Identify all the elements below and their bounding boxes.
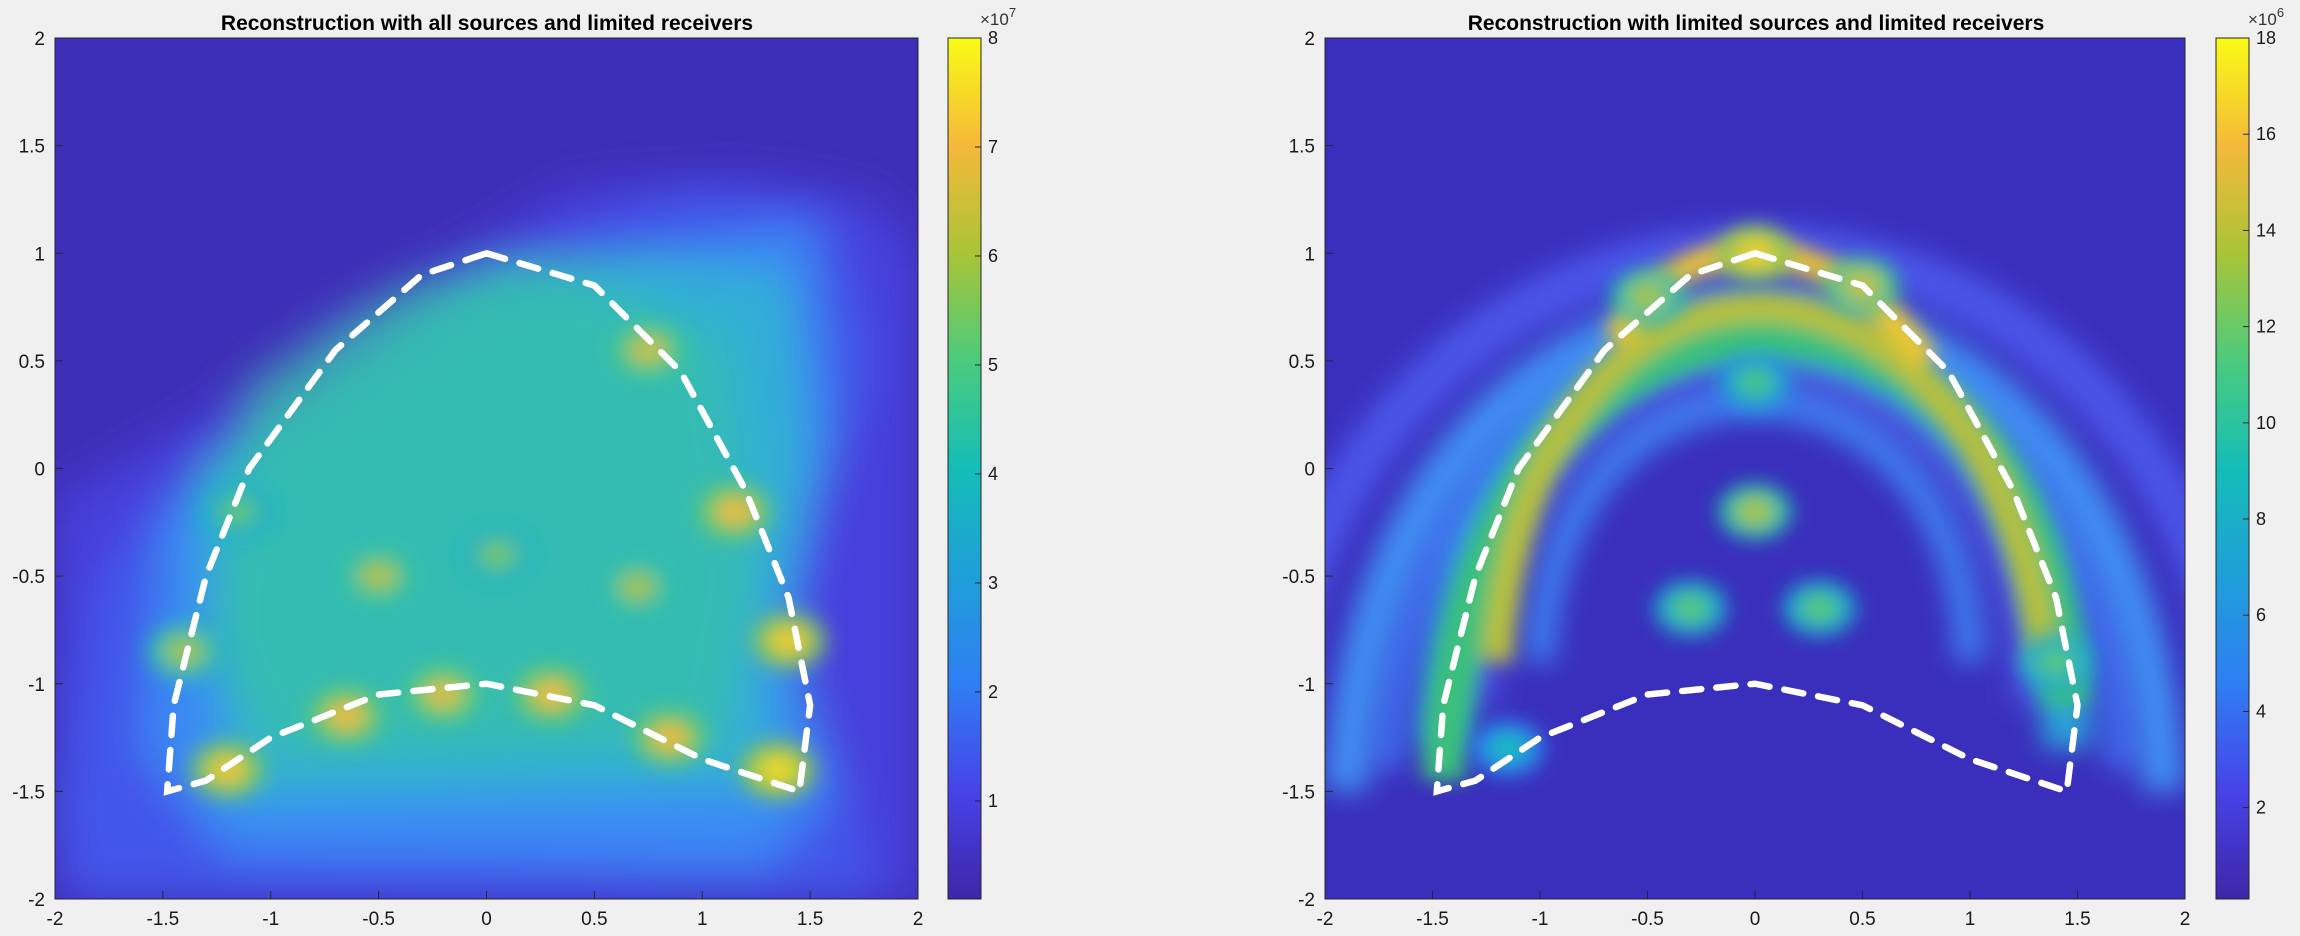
left-hotspot-10 [477,540,517,569]
left-chart-title: Reconstruction with all sources and limi… [221,12,753,35]
right-colorbar-exponent: ×106 [2248,5,2284,29]
left-x-tick-label-1: -1.5 [147,909,180,930]
left-colorbar-exponent: ×107 [980,5,1016,29]
left-colorbar-tick-label-6: 7 [988,137,998,157]
right-y-tick-label-3: 0.5 [1289,352,1315,373]
right-y-tick-label-5: -0.5 [1282,567,1315,588]
left-x-tick-label-4: 0 [481,909,492,930]
left-x-tick-label-8: 2 [913,909,924,930]
right-chart-title: Reconstruction with limited sources and … [1468,12,2045,35]
left-y-tick-label-8: -2 [28,890,45,911]
right-colorbar-tick-label-7: 16 [2256,124,2276,144]
left-y-tick-label-6: -1 [28,675,45,696]
right-colorbar [2216,38,2249,899]
left-colorbar-tick-label-1: 2 [988,682,998,702]
left-hotspot-6 [769,626,808,655]
right-x-tick-label-3: -0.5 [1631,909,1664,930]
left-colorbar-ticks: 1 2 3 4 5 6 7 8 [975,28,998,811]
left-colorbar [948,38,981,899]
left-colorbar-tick-label-3: 4 [988,464,998,484]
right-colorbar-tick-label-1: 4 [2256,701,2266,721]
left-y-tick-label-4: 0 [34,460,45,481]
left-y-tick-label-3: 0.5 [19,352,45,373]
right-hotspot-7 [2036,648,2076,677]
left-x-axis: -2 -1.5 -1 -0.5 0 0.5 1 1.5 2 [47,891,924,930]
right-x-axis: -2 -1.5 -1 -0.5 0 0.5 1 1.5 2 [1317,891,2191,930]
left-hotspot-1 [326,702,366,731]
right-x-tick-label-5: 0.5 [1849,909,1875,930]
left-colorbar-tick-label-7: 8 [988,28,998,48]
left-panel: Reconstruction with all sources and limi… [12,5,1016,930]
left-y-tick-label-0: 2 [34,29,45,50]
left-hotspot-9 [359,562,399,591]
left-hotspot-7 [715,497,755,526]
right-colorbar-tick-label-8: 18 [2256,28,2276,48]
right-y-tick-label-7: -1.5 [1282,782,1315,803]
right-colorbar-tick-label-0: 2 [2256,798,2266,818]
right-x-tick-label-1: -1.5 [1416,909,1449,930]
left-y-tick-label-2: 1 [34,244,45,265]
right-plot-area [1325,38,2185,899]
right-hotspot-3 [1735,497,1775,526]
left-colorbar-tick-label-0: 1 [988,791,998,811]
left-plot-area [55,38,918,899]
right-y-tick-label-8: -2 [1298,890,1315,911]
right-x-tick-label-8: 2 [2180,909,2191,930]
right-hotspot-5 [1800,594,1839,623]
right-true-boundary-dashed [1433,250,2081,796]
left-y-tick-label-5: -0.5 [12,567,45,588]
right-colorbar-tick-label-5: 12 [2256,317,2276,337]
left-colorbar-frame [947,37,982,900]
left-x-tick-label-6: 1 [697,909,708,930]
left-y-tick-label-1: 1.5 [19,137,45,158]
right-x-tick-label-6: 1 [1965,909,1976,930]
right-colorbar-tick-label-2: 6 [2256,605,2266,625]
right-x-tick-label-7: 1.5 [2064,909,2090,930]
right-hotspot-4 [1671,594,1710,623]
right-x-tick-label-4: 0 [1750,909,1761,930]
right-hotspot-2 [1628,282,1667,311]
right-y-tick-label-0: 2 [1304,29,1315,50]
left-true-boundary-dashed [163,250,814,796]
left-colorbar-tick-label-5: 6 [988,246,998,266]
right-x-tick-label-2: -1 [1532,909,1549,930]
left-hotspot-11 [618,572,657,601]
right-x-tick-label-0: -2 [1317,909,1334,930]
right-y-tick-label-2: 1 [1304,244,1315,265]
right-colorbar-ticks: 2 4 6 8 10 12 14 16 18 [2243,28,2276,818]
left-x-tick-label-0: -2 [47,909,64,930]
left-y-axis: 2 1.5 1 0.5 0 -0.5 -1 -1.5 -2 [12,29,63,911]
right-colorbar-tick-label-6: 14 [2256,220,2276,240]
left-hotspot-5 [758,755,798,784]
left-x-tick-label-5: 0.5 [581,909,607,930]
right-y-tick-label-1: 1.5 [1289,137,1315,158]
left-x-tick-label-3: -0.5 [362,909,395,930]
left-y-tick-label-7: -1.5 [12,782,45,803]
right-colorbar-frame [2215,37,2250,900]
right-hotspot-8 [1488,734,1528,763]
right-colorbar-tick-label-3: 8 [2256,509,2266,529]
left-colorbar-tick-label-4: 5 [988,355,998,375]
right-y-tick-label-4: 0 [1304,460,1315,481]
left-x-tick-label-7: 1.5 [797,909,823,930]
right-y-tick-label-6: -1 [1298,675,1315,696]
right-colorbar-tick-label-4: 10 [2256,413,2276,433]
left-hotspot-8 [628,336,668,365]
right-y-axis: 2 1.5 1 0.5 0 -0.5 -1 -1.5 -2 [1282,29,1333,911]
right-hotspot-6 [1735,368,1775,397]
left-x-tick-label-2: -1 [262,909,279,930]
left-colorbar-tick-label-2: 3 [988,573,998,593]
right-panel: Reconstruction with limited sources and … [1282,5,2284,930]
